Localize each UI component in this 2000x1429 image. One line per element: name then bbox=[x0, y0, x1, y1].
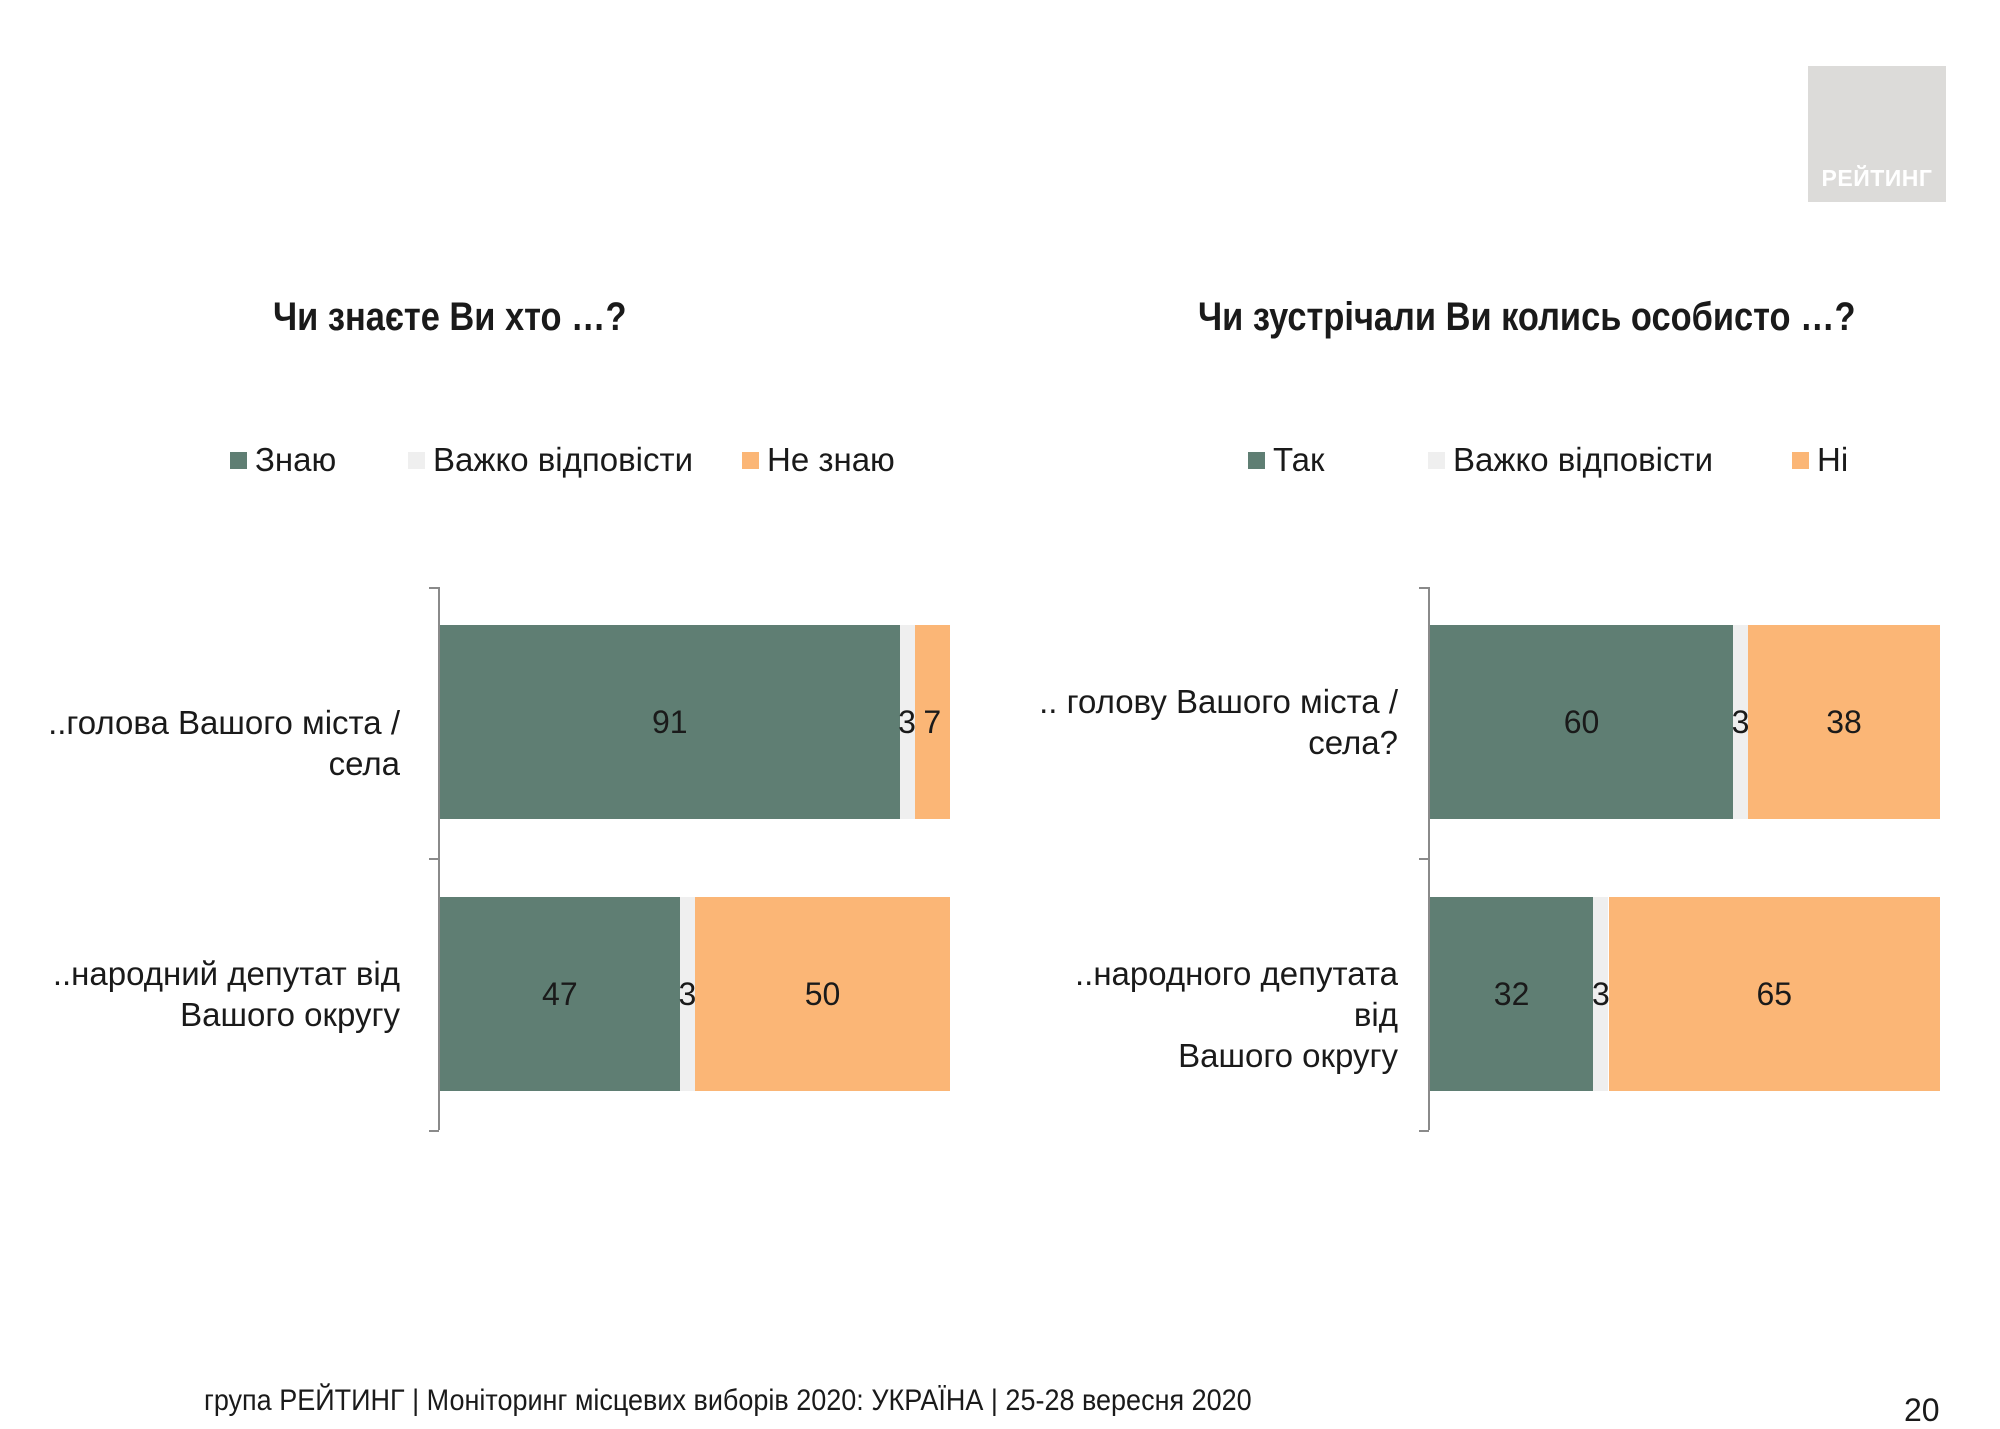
axis-tick bbox=[429, 587, 439, 589]
category-label: ..народного депутата від Вашого округу bbox=[1074, 955, 1398, 1074]
chart-met-personally: Чи зустрічали Ви колись особисто …? Так В… bbox=[0, 0, 1940, 1200]
bar-segment bbox=[440, 625, 900, 819]
category-label: .. голову Вашого міста / села? bbox=[1039, 683, 1398, 761]
legend-swatch bbox=[408, 451, 425, 469]
legend-swatch bbox=[1792, 451, 1809, 469]
legend-item: Важко відповісти bbox=[408, 440, 693, 480]
data-label: 60 bbox=[1563, 704, 1600, 740]
legend-label: Знаю bbox=[255, 441, 337, 478]
data-label: 3 bbox=[898, 704, 916, 740]
legend-item: Знаю bbox=[230, 440, 336, 480]
data-label: 47 bbox=[542, 976, 578, 1012]
legend-item: Ні bbox=[1792, 440, 1848, 480]
bar-segment bbox=[1732, 625, 1749, 819]
bar-segment bbox=[914, 625, 950, 819]
legend-label: Не знаю bbox=[767, 441, 895, 478]
legend-swatch bbox=[1428, 451, 1445, 469]
legend-label: Ні bbox=[1817, 441, 1849, 478]
axis-tick bbox=[429, 1130, 439, 1132]
bar-segment bbox=[1608, 897, 1940, 1091]
legend-swatch bbox=[742, 451, 759, 469]
legend-label: Так bbox=[1273, 441, 1325, 478]
data-label: 91 bbox=[651, 704, 688, 740]
data-label: 38 bbox=[1826, 704, 1862, 740]
logo-text: РЕЙТИНГ bbox=[1821, 165, 1933, 191]
page-number: 20 bbox=[1904, 1392, 1940, 1428]
data-label: 32 bbox=[1493, 976, 1530, 1012]
legend-swatch bbox=[1248, 451, 1265, 469]
bar-segment bbox=[695, 897, 950, 1091]
data-label: 3 bbox=[1591, 976, 1610, 1012]
rating-logo: РЕЙТИНГ bbox=[1808, 66, 1946, 202]
axis-tick bbox=[429, 858, 439, 860]
legend-label: Важко відповісти bbox=[1453, 441, 1714, 478]
data-label: 3 bbox=[678, 976, 697, 1012]
bar-segment bbox=[440, 897, 680, 1091]
axis-tick bbox=[1419, 858, 1429, 860]
bar-segment bbox=[1430, 897, 1594, 1091]
category-label: ..голова Вашого міста / села bbox=[48, 703, 400, 782]
bar-segment bbox=[899, 625, 915, 819]
bar-segment bbox=[1593, 897, 1609, 1091]
bar-segment bbox=[1430, 625, 1733, 819]
axis-tick bbox=[1419, 1130, 1429, 1132]
axis-tick bbox=[1419, 587, 1429, 589]
legend-item: Важко відповісти bbox=[1428, 440, 1713, 480]
legend-item: Не знаю bbox=[742, 440, 895, 480]
chart-title: Чи зустрічали Ви колись особисто …? bbox=[1198, 295, 1856, 339]
bar-segment bbox=[679, 897, 695, 1091]
data-label: 50 bbox=[804, 976, 841, 1012]
data-label: 65 bbox=[1756, 976, 1793, 1012]
legend-item: Так bbox=[1248, 440, 1324, 480]
category-axis bbox=[1428, 587, 1430, 1130]
legend-label: Важко відповісти bbox=[433, 441, 694, 478]
category-axis bbox=[438, 587, 440, 1130]
bar-segment bbox=[1748, 625, 1940, 819]
legend-swatch bbox=[230, 451, 247, 469]
chart-awareness: Чи знаєте Ви хто …? Знаю Важко відповісти… bbox=[0, 0, 1000, 1200]
data-label: 3 bbox=[1731, 704, 1750, 740]
category-label: ..народний депутат від Вашого округу bbox=[52, 955, 400, 1033]
chart-title: Чи знаєте Ви хто …? bbox=[273, 295, 627, 339]
data-label: 7 bbox=[923, 704, 942, 740]
footer-text: група РЕЙТИНГ | Моніторинг місцевих вибо… bbox=[204, 1384, 1252, 1417]
